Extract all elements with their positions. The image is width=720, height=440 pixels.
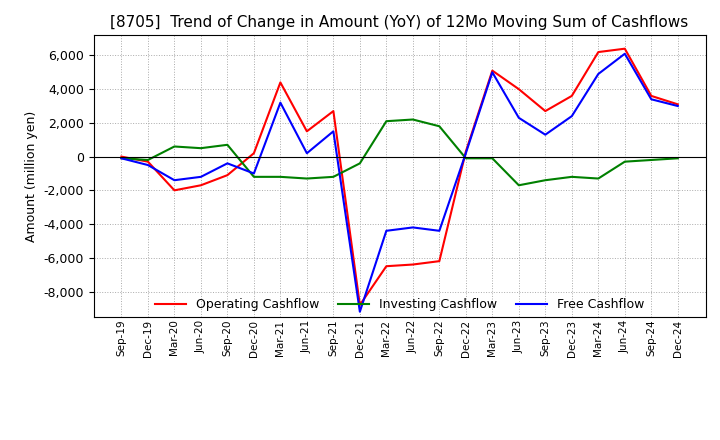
Investing Cashflow — [250, 174, 258, 180]
Investing Cashflow — [567, 174, 576, 180]
Operating Cashflow — [647, 93, 656, 99]
Line: Operating Cashflow: Operating Cashflow — [122, 49, 678, 305]
Operating Cashflow — [673, 102, 682, 107]
Free Cashflow — [170, 178, 179, 183]
Free Cashflow — [408, 225, 417, 230]
Free Cashflow — [382, 228, 391, 234]
Title: [8705]  Trend of Change in Amount (YoY) of 12Mo Moving Sum of Cashflows: [8705] Trend of Change in Amount (YoY) o… — [110, 15, 689, 30]
Investing Cashflow — [302, 176, 311, 181]
Free Cashflow — [143, 162, 152, 168]
Investing Cashflow — [408, 117, 417, 122]
Investing Cashflow — [673, 156, 682, 161]
Operating Cashflow — [541, 108, 549, 114]
Investing Cashflow — [356, 161, 364, 166]
Free Cashflow — [673, 103, 682, 109]
Free Cashflow — [329, 128, 338, 134]
Operating Cashflow — [515, 87, 523, 92]
Operating Cashflow — [462, 149, 470, 154]
Operating Cashflow — [594, 49, 603, 55]
Free Cashflow — [276, 100, 284, 105]
Investing Cashflow — [276, 174, 284, 180]
Free Cashflow — [647, 97, 656, 102]
Free Cashflow — [117, 156, 126, 161]
Investing Cashflow — [382, 118, 391, 124]
Operating Cashflow — [356, 302, 364, 308]
Operating Cashflow — [488, 68, 497, 73]
Free Cashflow — [356, 309, 364, 315]
Investing Cashflow — [541, 178, 549, 183]
Legend: Operating Cashflow, Investing Cashflow, Free Cashflow: Operating Cashflow, Investing Cashflow, … — [150, 293, 649, 316]
Operating Cashflow — [143, 159, 152, 164]
Investing Cashflow — [197, 146, 205, 151]
Operating Cashflow — [621, 46, 629, 51]
Line: Investing Cashflow: Investing Cashflow — [122, 120, 678, 185]
Free Cashflow — [435, 228, 444, 234]
Investing Cashflow — [143, 158, 152, 163]
Investing Cashflow — [117, 156, 126, 161]
Free Cashflow — [462, 150, 470, 156]
Investing Cashflow — [435, 124, 444, 129]
Operating Cashflow — [197, 183, 205, 188]
Operating Cashflow — [329, 108, 338, 114]
Free Cashflow — [621, 51, 629, 56]
Investing Cashflow — [621, 159, 629, 164]
Line: Free Cashflow: Free Cashflow — [122, 54, 678, 312]
Operating Cashflow — [276, 80, 284, 85]
Free Cashflow — [302, 150, 311, 156]
Free Cashflow — [541, 132, 549, 137]
Operating Cashflow — [117, 154, 126, 159]
Operating Cashflow — [408, 262, 417, 267]
Free Cashflow — [488, 70, 497, 75]
Investing Cashflow — [647, 158, 656, 163]
Free Cashflow — [197, 174, 205, 180]
Operating Cashflow — [223, 172, 232, 178]
Investing Cashflow — [170, 144, 179, 149]
Investing Cashflow — [223, 142, 232, 147]
Free Cashflow — [594, 71, 603, 77]
Y-axis label: Amount (million yen): Amount (million yen) — [24, 110, 38, 242]
Investing Cashflow — [329, 174, 338, 180]
Operating Cashflow — [302, 128, 311, 134]
Free Cashflow — [250, 171, 258, 176]
Operating Cashflow — [435, 259, 444, 264]
Investing Cashflow — [594, 176, 603, 181]
Operating Cashflow — [567, 93, 576, 99]
Free Cashflow — [567, 114, 576, 119]
Free Cashflow — [515, 115, 523, 121]
Operating Cashflow — [382, 264, 391, 269]
Investing Cashflow — [462, 156, 470, 161]
Free Cashflow — [223, 161, 232, 166]
Operating Cashflow — [170, 188, 179, 193]
Investing Cashflow — [515, 183, 523, 188]
Investing Cashflow — [488, 156, 497, 161]
Operating Cashflow — [250, 150, 258, 156]
